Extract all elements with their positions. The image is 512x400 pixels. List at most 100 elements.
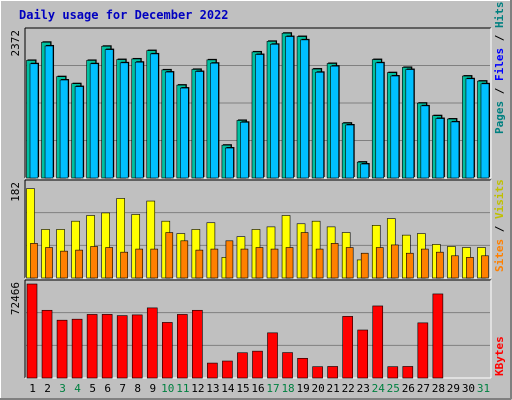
x-tick-label: 4 bbox=[74, 382, 81, 395]
bar-kbytes bbox=[101, 314, 113, 379]
x-tick-label: 25 bbox=[387, 382, 400, 395]
x-tick-label: 2 bbox=[44, 382, 51, 395]
legend-label: KBytes bbox=[493, 336, 506, 376]
x-tick-label: 16 bbox=[251, 382, 264, 395]
x-tick-label: 9 bbox=[149, 382, 156, 395]
bar-files bbox=[210, 62, 219, 179]
bar-files bbox=[435, 118, 445, 179]
bar-files bbox=[405, 69, 415, 179]
bar-files bbox=[330, 65, 339, 179]
bar-sites bbox=[375, 247, 384, 279]
ymax-label-visits-sites: 182 bbox=[9, 182, 22, 202]
x-tick-label: 30 bbox=[462, 382, 475, 395]
bar-sites bbox=[30, 243, 38, 279]
ymax-label-hits-files: 2372 bbox=[9, 30, 22, 57]
x-tick-label: 27 bbox=[417, 382, 430, 395]
legend-label: Sites / Visits bbox=[493, 179, 506, 272]
bar-kbytes bbox=[297, 357, 308, 379]
bar-sites bbox=[225, 240, 234, 279]
bar-files bbox=[285, 36, 294, 179]
legend-pages: Pages bbox=[493, 101, 506, 134]
bar-sites bbox=[330, 243, 339, 279]
ymax-label-kbytes: 72466 bbox=[9, 282, 22, 315]
bar-kbytes bbox=[41, 309, 53, 379]
x-tick-label: 7 bbox=[119, 382, 126, 395]
bar-files bbox=[180, 87, 189, 179]
bar-sites bbox=[285, 247, 294, 279]
bar-files bbox=[375, 62, 385, 179]
bar-kbytes bbox=[282, 352, 293, 379]
legend-kbytes: KBytes bbox=[493, 336, 506, 376]
x-tick-label: 23 bbox=[357, 382, 370, 395]
bar-files bbox=[300, 39, 309, 179]
bar-sites bbox=[90, 246, 98, 279]
bar-kbytes bbox=[86, 314, 98, 379]
bar-files bbox=[345, 124, 354, 179]
legend-visits: Visits bbox=[493, 179, 506, 219]
bar-sites bbox=[270, 248, 279, 279]
bar-kbytes bbox=[192, 309, 203, 379]
bar-sites bbox=[135, 248, 144, 279]
x-tick-label: 10 bbox=[161, 382, 174, 395]
x-tick-label: 6 bbox=[104, 382, 111, 395]
bar-files bbox=[240, 121, 249, 179]
chart-title: Daily usage for December 2022 bbox=[19, 8, 229, 22]
bar-kbytes bbox=[161, 322, 173, 379]
bar-sites bbox=[75, 249, 83, 279]
bar-sites bbox=[150, 248, 159, 279]
bar-sites bbox=[466, 257, 474, 279]
bar-kbytes bbox=[357, 329, 369, 379]
x-tick-label: 5 bbox=[89, 382, 96, 395]
bar-sites bbox=[360, 252, 369, 279]
bar-files bbox=[465, 78, 475, 179]
x-tick-label: 26 bbox=[402, 382, 415, 395]
x-tick-label: 14 bbox=[221, 382, 235, 395]
bar-sites bbox=[210, 248, 219, 279]
bar-kbytes bbox=[177, 314, 188, 379]
bar-kbytes bbox=[222, 360, 233, 379]
bar-kbytes bbox=[116, 315, 128, 379]
bar-kbytes bbox=[342, 316, 353, 379]
bar-files bbox=[59, 79, 69, 179]
bar-sites bbox=[300, 232, 309, 279]
bar-files bbox=[450, 121, 460, 179]
x-tick-label: 24 bbox=[372, 382, 386, 395]
bar-sites bbox=[315, 248, 324, 279]
bar-sites bbox=[451, 255, 459, 279]
bar-sites bbox=[345, 247, 354, 279]
x-tick-label: 15 bbox=[236, 382, 249, 395]
bar-sites bbox=[120, 251, 128, 279]
bar-files bbox=[315, 72, 324, 179]
x-tick-label: 22 bbox=[342, 382, 355, 395]
bar-kbytes bbox=[312, 366, 323, 379]
x-tick-label: 11 bbox=[176, 382, 189, 395]
bar-kbytes bbox=[372, 305, 384, 379]
bar-files bbox=[29, 63, 39, 179]
bar-kbytes bbox=[252, 350, 263, 379]
x-tick-label: 13 bbox=[206, 382, 219, 395]
x-tick-label: 12 bbox=[191, 382, 204, 395]
bar-files bbox=[164, 71, 174, 179]
x-tick-label: 18 bbox=[281, 382, 294, 395]
bar-kbytes bbox=[146, 307, 158, 379]
bar-kbytes bbox=[26, 283, 38, 379]
x-tick-label: 19 bbox=[296, 382, 309, 395]
bar-kbytes bbox=[237, 352, 248, 379]
legend-separator: / bbox=[493, 81, 506, 101]
bar-files bbox=[420, 105, 430, 179]
x-tick-label: 20 bbox=[312, 382, 325, 395]
bar-kbytes bbox=[267, 332, 278, 379]
bar-files bbox=[104, 49, 114, 179]
bar-sites bbox=[105, 247, 113, 279]
bar-files bbox=[74, 86, 84, 179]
bar-kbytes bbox=[327, 366, 338, 379]
bar-sites bbox=[436, 251, 444, 279]
x-tick-label: 3 bbox=[59, 382, 66, 395]
bar-sites bbox=[255, 247, 264, 279]
bar-files bbox=[480, 83, 490, 179]
bar-sites bbox=[60, 250, 68, 279]
x-tick-label: 21 bbox=[327, 382, 340, 395]
x-tick-label: 28 bbox=[432, 382, 445, 395]
bar-files bbox=[195, 71, 204, 179]
